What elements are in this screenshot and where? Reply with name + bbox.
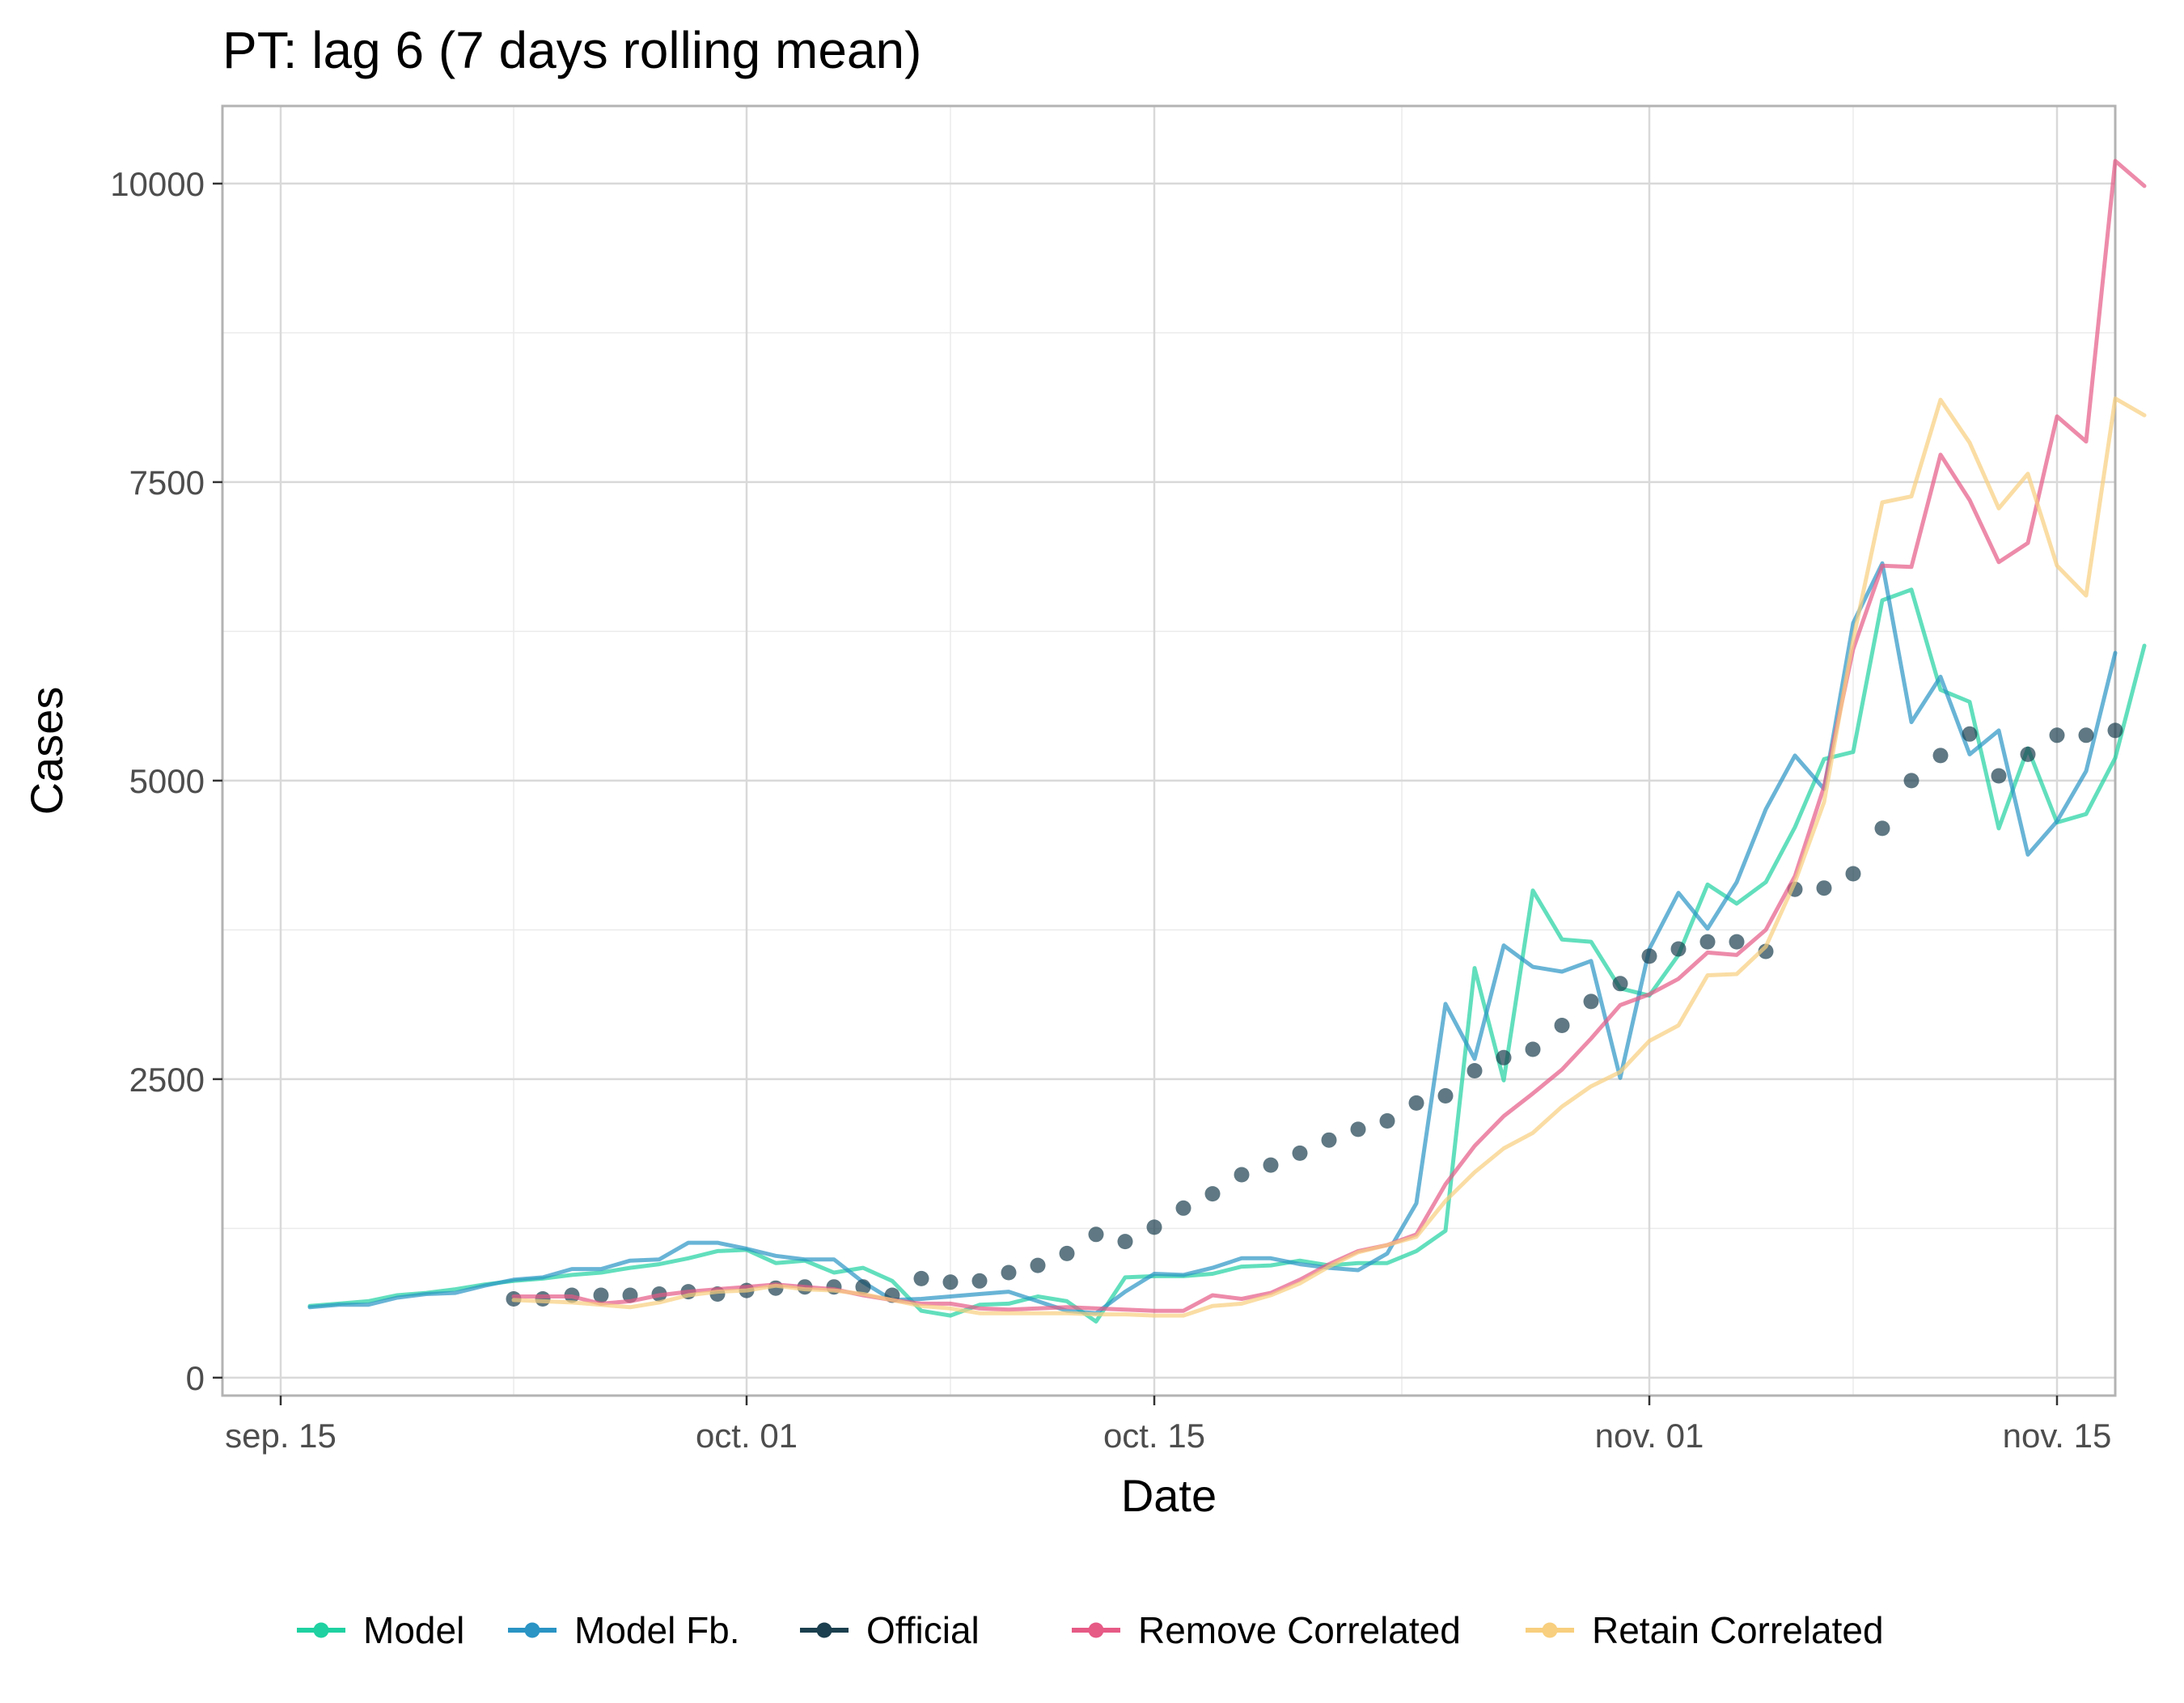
data-point-official: [1641, 948, 1657, 964]
data-point-official: [1321, 1132, 1337, 1148]
data-point-official: [913, 1270, 929, 1286]
y-axis-title: Cases: [21, 687, 72, 815]
series-model: [307, 587, 2147, 1324]
legend-key-point: [313, 1622, 329, 1638]
data-point-official: [1962, 726, 1978, 742]
data-point-official: [1525, 1041, 1541, 1057]
legend-item-remove-correlated: Remove Correlated: [1072, 1609, 1461, 1651]
data-point-official: [1088, 1226, 1104, 1243]
data-point-official: [1263, 1157, 1279, 1173]
data-point-official: [1001, 1265, 1017, 1281]
y-tick-label: 5000: [129, 762, 205, 800]
data-point-official: [2049, 727, 2065, 743]
series-official: [506, 722, 2123, 1307]
data-point-official: [1729, 934, 1745, 950]
legend-item-official: Official: [800, 1609, 980, 1651]
data-point-official: [1437, 1088, 1454, 1104]
data-point-official: [1874, 820, 1890, 837]
data-point-official: [971, 1273, 988, 1289]
data-point-official: [1496, 1049, 1512, 1065]
data-point-official: [1234, 1167, 1250, 1183]
y-tick-label: 0: [186, 1359, 205, 1397]
grid-layer: [222, 106, 2115, 1396]
data-point-official: [535, 1291, 551, 1307]
series-line-retain-correlated: [511, 396, 2147, 1318]
data-point-official: [1612, 976, 1628, 992]
legend-item-model-fb: Model Fb.: [508, 1609, 740, 1651]
x-tick-label: oct. 15: [1103, 1417, 1205, 1455]
x-tick-label: nov. 01: [1595, 1417, 1704, 1455]
data-point-official: [1816, 880, 1832, 896]
data-point-official: [1670, 941, 1687, 957]
legend-label: Official: [866, 1609, 980, 1651]
x-axis-title: Date: [1121, 1470, 1217, 1521]
data-point-official: [2107, 722, 2123, 739]
legend-key-point: [1542, 1622, 1558, 1638]
legend-label: Remove Correlated: [1138, 1609, 1461, 1651]
data-point-official: [1932, 748, 1949, 764]
data-point-official: [1292, 1145, 1308, 1161]
x-tick-label: oct. 01: [696, 1417, 798, 1455]
data-point-official: [1117, 1234, 1133, 1250]
legend-key-point: [816, 1622, 832, 1638]
legend-label: Model: [363, 1609, 464, 1651]
legend-label: Retain Correlated: [1592, 1609, 1884, 1651]
series-layer: [307, 159, 2147, 1324]
data-point-official: [1059, 1245, 1075, 1261]
data-point-official: [1991, 768, 2007, 784]
data-point-official: [942, 1274, 959, 1290]
series-model-fb: [307, 561, 2118, 1315]
data-point-official: [1583, 993, 1599, 1010]
legend-item-retain-correlated: Retain Correlated: [1526, 1609, 1884, 1651]
legend-item-model: Model: [297, 1609, 464, 1651]
data-point-official: [2078, 727, 2094, 743]
data-point-official: [2020, 746, 2036, 762]
data-point-official: [1204, 1186, 1221, 1202]
legend-key-point: [524, 1622, 540, 1638]
data-point-official: [1467, 1063, 1483, 1078]
y-tick-label: 10000: [110, 165, 205, 203]
data-point-official: [1903, 773, 1919, 789]
data-point-official: [855, 1279, 871, 1295]
legend: Model Model Fb. Official Remove Correlated R…: [297, 1609, 1884, 1651]
x-tick-label: sep. 15: [225, 1417, 336, 1455]
series-retain-correlated: [511, 396, 2147, 1318]
series-line-model-fb: [307, 561, 2118, 1315]
data-point-official: [1554, 1018, 1570, 1033]
legend-key-point: [1088, 1622, 1104, 1638]
legend-label: Model Fb.: [574, 1609, 740, 1651]
series-line-model: [307, 587, 2147, 1324]
y-tick-label: 7500: [129, 464, 205, 502]
chart-title: PT: lag 6 (7 days rolling mean): [222, 21, 921, 79]
x-tick-label: nov. 15: [2003, 1417, 2112, 1455]
data-point-official: [1146, 1219, 1162, 1235]
data-point-official: [1845, 866, 1861, 882]
data-point-official: [1408, 1095, 1424, 1111]
data-point-official: [1030, 1257, 1046, 1273]
y-tick-label: 2500: [129, 1061, 205, 1099]
data-point-official: [593, 1287, 609, 1303]
data-point-official: [1175, 1200, 1191, 1216]
data-point-official: [1379, 1113, 1395, 1129]
data-point-official: [1699, 934, 1716, 950]
data-point-official: [1350, 1121, 1366, 1137]
axis-layer: sep. 15 oct. 01 oct. 15 nov. 01 nov. 15 0 2500…: [110, 165, 2111, 1455]
